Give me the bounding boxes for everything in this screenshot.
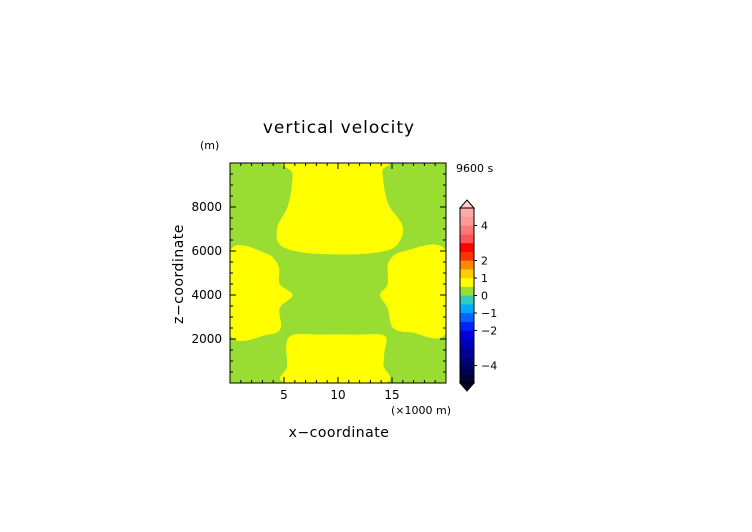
colorbar-level (459, 286, 475, 296)
colorbar-level (459, 242, 475, 252)
colorbar-tick-label: 4 (481, 220, 488, 233)
colorbar-tick-label: −4 (481, 360, 497, 373)
y-axis-label: z−coordinate (171, 224, 187, 324)
contour-regions (230, 163, 446, 383)
x-unit-label: (×1000 m) (391, 404, 451, 417)
colorbar-level (459, 330, 475, 340)
contour-region-4 (280, 333, 391, 383)
y-tick-label: 8000 (191, 200, 222, 214)
x-axis-label: x−coordinate (289, 425, 390, 441)
x-axis-ticks: 5 10 15 (240, 163, 436, 402)
colorbar-level (459, 312, 475, 322)
colorbar-tick-label: −1 (481, 307, 497, 320)
y-tick-label: 4000 (191, 288, 222, 302)
colorbar-level (459, 295, 475, 305)
y-tick-label: 2000 (191, 332, 222, 346)
time-label: 9600 s (456, 162, 493, 175)
colorbar-level (459, 347, 475, 357)
y-axis-ticks: 2000 4000 6000 8000 (191, 173, 446, 373)
y-unit-label: (m) (200, 139, 219, 152)
colorbar-level (459, 356, 475, 366)
contour-region-2 (230, 245, 293, 341)
colorbar-level (459, 225, 475, 235)
x-tick-label: 15 (384, 388, 399, 402)
colorbar: 4 2 1 0 −1 −2 −4 (458, 199, 497, 392)
x-tick-label: 10 (330, 388, 345, 402)
contour-region-3 (380, 244, 446, 339)
colorbar-level (459, 304, 475, 314)
colorbar-level (459, 321, 475, 331)
colorbar-under-arrow (458, 382, 476, 392)
colorbar-level (459, 365, 475, 375)
y-tick-label: 6000 (191, 244, 222, 258)
colorbar-level (459, 260, 475, 270)
plot-area: 5 10 15 2000 4000 6000 8000 (191, 162, 447, 402)
colorbar-level (459, 251, 475, 261)
contour-region-1 (276, 163, 404, 255)
colorbar-over-arrow (458, 199, 476, 209)
colorbar-level (459, 374, 475, 384)
colorbar-level (459, 277, 475, 287)
colorbar-tick-label: 1 (481, 272, 488, 285)
colorbar-tick-label: 0 (481, 290, 488, 303)
colorbar-level (459, 234, 475, 244)
colorbar-level (459, 207, 475, 217)
x-tick-label: 5 (280, 388, 288, 402)
chart-title: vertical velocity (263, 118, 415, 138)
colorbar-tick-label: −2 (481, 325, 497, 338)
colorbar-level (459, 339, 475, 349)
colorbar-tick-label: 2 (481, 255, 488, 268)
colorbar-level (459, 269, 475, 279)
colorbar-level (459, 216, 475, 226)
